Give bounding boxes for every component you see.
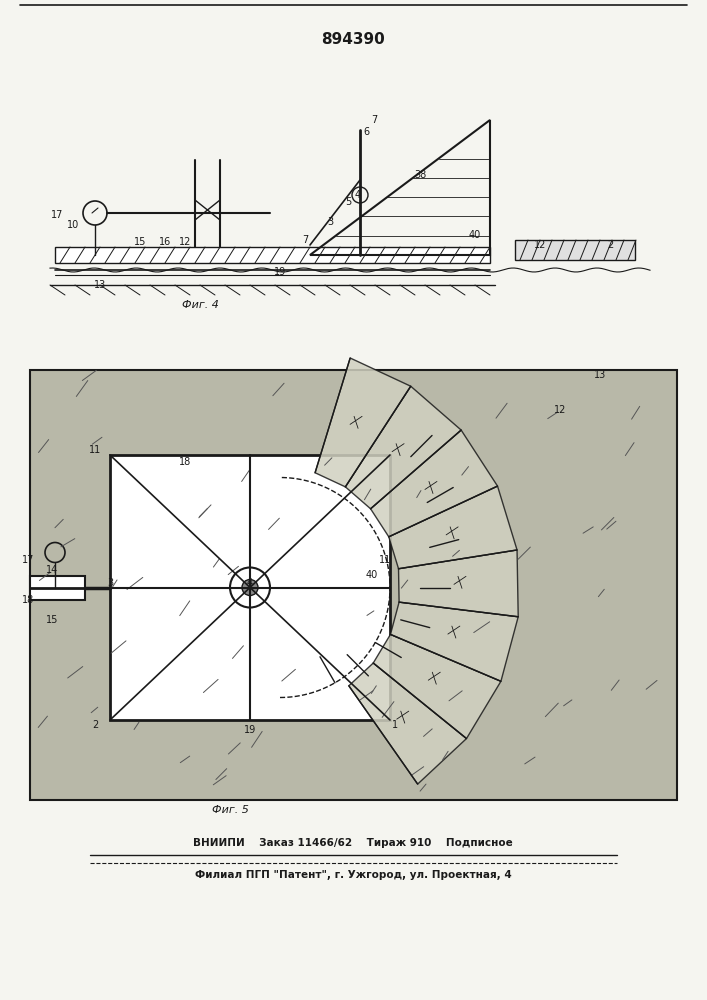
Text: 16: 16: [159, 237, 171, 247]
Text: 19: 19: [244, 725, 256, 735]
Polygon shape: [370, 430, 498, 537]
Text: 17: 17: [22, 555, 34, 565]
Text: 6: 6: [363, 127, 369, 137]
Polygon shape: [399, 550, 518, 617]
Text: 18: 18: [22, 595, 34, 605]
Text: 4: 4: [355, 190, 361, 200]
FancyBboxPatch shape: [55, 247, 490, 263]
Text: 3: 3: [107, 578, 113, 588]
Text: Филиал ПГП "Патент", г. Ужгород, ул. Проектная, 4: Филиал ПГП "Патент", г. Ужгород, ул. Про…: [194, 870, 511, 880]
Text: 40: 40: [366, 570, 378, 580]
FancyBboxPatch shape: [515, 240, 635, 260]
Polygon shape: [390, 602, 518, 681]
FancyBboxPatch shape: [30, 576, 85, 599]
Polygon shape: [349, 663, 467, 784]
Text: 18: 18: [179, 457, 191, 467]
FancyBboxPatch shape: [30, 370, 677, 800]
Text: 12: 12: [534, 240, 547, 250]
Polygon shape: [345, 386, 461, 509]
Text: 38: 38: [414, 170, 426, 180]
Text: 11: 11: [89, 445, 101, 455]
Text: 19: 19: [274, 267, 286, 277]
Text: 10: 10: [67, 220, 79, 230]
Polygon shape: [389, 486, 517, 569]
Text: 7: 7: [371, 115, 377, 125]
Text: 7: 7: [302, 235, 308, 245]
FancyBboxPatch shape: [110, 455, 390, 720]
Text: 13: 13: [94, 280, 106, 290]
Text: 15: 15: [134, 237, 146, 247]
Circle shape: [242, 580, 258, 595]
Text: ВНИИПИ    Заказ 11466/62    Тираж 910    Подписное: ВНИИПИ Заказ 11466/62 Тираж 910 Подписно…: [193, 838, 513, 848]
Text: 2: 2: [607, 240, 613, 250]
Text: 40: 40: [469, 230, 481, 240]
Text: 11: 11: [379, 555, 391, 565]
Text: 17: 17: [51, 210, 63, 220]
Text: 15: 15: [46, 615, 58, 625]
Text: 14: 14: [46, 565, 58, 575]
Text: 894390: 894390: [321, 32, 385, 47]
Text: 13: 13: [594, 370, 606, 380]
Text: 4: 4: [247, 578, 253, 588]
Text: 5: 5: [345, 197, 351, 207]
Text: 3: 3: [327, 217, 333, 227]
Text: Фиг. 4: Фиг. 4: [182, 300, 218, 310]
Text: 12: 12: [179, 237, 191, 247]
Text: 1: 1: [392, 720, 398, 730]
Text: 2: 2: [92, 720, 98, 730]
Polygon shape: [373, 634, 501, 739]
Text: Фиг. 5: Фиг. 5: [211, 805, 248, 815]
Polygon shape: [315, 358, 411, 487]
Text: 12: 12: [554, 405, 566, 415]
